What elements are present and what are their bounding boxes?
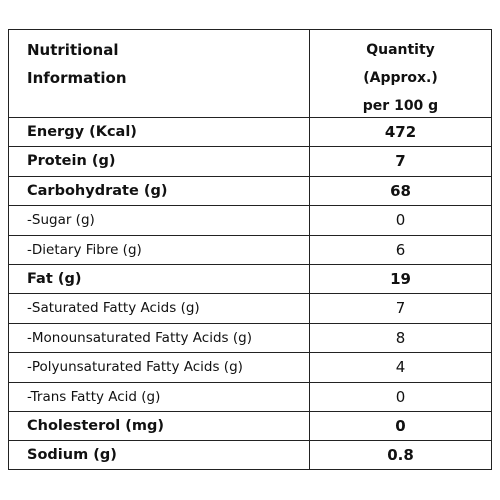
row-value: 0 <box>395 387 406 406</box>
table-row: Fat (g) 19 <box>9 265 491 295</box>
header-label-line1: Nutritional <box>27 41 119 59</box>
row-label: Carbohydrate (g) <box>27 182 168 199</box>
row-label: -Polyunsaturated Fatty Acids (g) <box>27 359 243 376</box>
row-label: Energy (Kcal) <box>27 124 137 140</box>
row-label: -Saturated Fatty Acids (g) <box>27 300 200 317</box>
row-value: 4 <box>395 358 406 377</box>
header-quantity-cell: Quantity (Approx.) per 100 g <box>310 36 491 120</box>
table-row: -Polyunsaturated Fatty Acids (g) 4 <box>9 353 491 383</box>
row-label: Fat (g) <box>27 271 82 287</box>
header-qty-line1: Quantity <box>366 42 435 58</box>
row-label: -Sugar (g) <box>27 212 95 229</box>
row-label: -Dietary Fibre (g) <box>27 241 142 258</box>
table-row: -Trans Fatty Acid (g) 0 <box>9 383 491 412</box>
table-row: Protein (g) 7 <box>9 147 491 177</box>
row-value: 8 <box>395 328 406 347</box>
row-value: 19 <box>390 270 411 288</box>
row-label: -Monounsaturated Fatty Acids (g) <box>27 329 252 346</box>
table-row: -Saturated Fatty Acids (g) 7 <box>9 294 491 324</box>
row-label: Protein (g) <box>27 153 116 170</box>
nutrition-table: Nutritional Information Quantity (Approx… <box>8 29 492 470</box>
table-row: Cholesterol (mg) 0 <box>9 412 491 442</box>
row-label: Cholesterol (mg) <box>27 418 164 434</box>
table-row: -Monounsaturated Fatty Acids (g) 8 <box>9 324 491 354</box>
row-value: 6 <box>395 240 406 259</box>
table-header-row: Nutritional Information Quantity (Approx… <box>9 30 491 118</box>
table-row: -Dietary Fibre (g) 6 <box>9 236 491 265</box>
row-value: 0.8 <box>387 446 414 465</box>
row-value: 68 <box>390 181 411 200</box>
row-value: 7 <box>395 299 406 318</box>
row-label: Sodium (g) <box>27 447 117 464</box>
table-row: Energy (Kcal) 472 <box>9 118 491 148</box>
table-row: -Sugar (g) 0 <box>9 206 491 236</box>
row-value: 7 <box>395 152 406 171</box>
row-value: 0 <box>395 417 406 435</box>
row-value: 472 <box>384 123 417 141</box>
table-row: Carbohydrate (g) 68 <box>9 177 491 207</box>
row-label: -Trans Fatty Acid (g) <box>27 388 161 405</box>
header-label-cell: Nutritional Information <box>27 36 287 92</box>
column-divider <box>309 30 310 469</box>
header-qty-line2: (Approx.) <box>363 70 438 86</box>
row-value: 0 <box>395 211 406 230</box>
header-label-line2: Information <box>27 69 127 87</box>
table-row: Sodium (g) 0.8 <box>9 441 491 470</box>
header-qty-line3: per 100 g <box>362 98 439 114</box>
